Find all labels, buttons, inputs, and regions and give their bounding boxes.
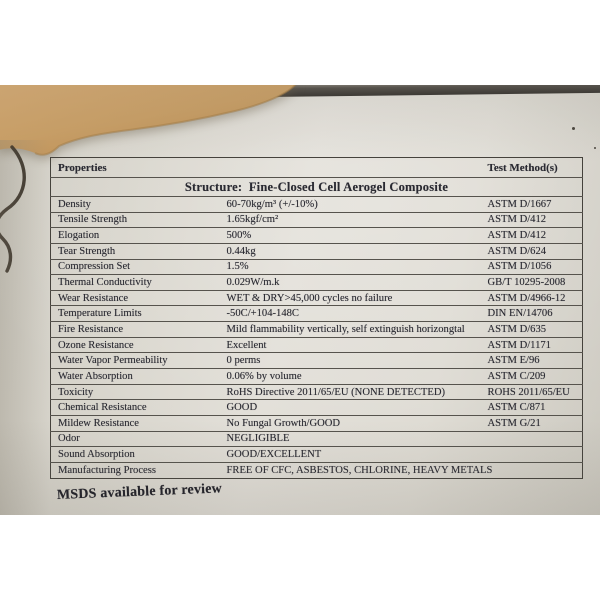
test-method-header: Test Method(s) (487, 161, 558, 174)
value-cell: 0 perms (220, 352, 481, 369)
property-cell: Wear Resistance (50, 289, 221, 306)
dust-speck (572, 127, 575, 130)
desk-edge (247, 85, 600, 98)
table-row: Water Absorption 0.06% by volume ASTM C/20… (50, 368, 583, 385)
method-cell: ASTM D/635 (480, 321, 583, 338)
table-row: Thermal Conductivity 0.029W/m.k GB/T 10295… (50, 274, 583, 291)
method-cell: ASTM D/1056 (480, 258, 583, 275)
value-cell: 1.65kgf/cm² (220, 211, 481, 228)
method-cell: GB/T 10295-2008 (480, 274, 583, 291)
properties-header: Properties (58, 161, 107, 174)
value-cell: GOOD/EXCELLENT (220, 446, 481, 463)
dust-speck (594, 147, 596, 149)
property-cell: Compression Set (50, 258, 221, 275)
structure-title-row: Structure: Fine-Closed Cell Aerogel Comp… (50, 177, 583, 197)
method-cell: ASTM D/1171 (480, 336, 583, 353)
table-row: Compression Set 1.5% ASTM D/1056 (50, 258, 583, 275)
method-cell: ROHS 2011/65/EU (480, 383, 583, 400)
method-cell: ASTM E/96 (480, 352, 583, 369)
property-cell: Water Vapor Permeability (50, 352, 221, 369)
table-row: Fire Resistance Mild flammability vertica… (50, 321, 583, 338)
property-cell: Chemical Resistance (50, 399, 221, 416)
structure-title: Structure: Fine-Closed Cell Aerogel Comp… (50, 177, 583, 197)
table-row: Tensile Strength 1.65kgf/cm² ASTM D/412 (50, 211, 583, 228)
property-cell: Water Absorption (50, 368, 221, 385)
table-row: Odor NEGLIGIBLE (50, 430, 583, 447)
value-cell: -50C/+104-148C (220, 305, 481, 322)
value-cell: FREE OF CFC, ASBESTOS, CHLORINE, HEAVY M… (220, 461, 492, 479)
table-row: Density 60-70kg/m³ (+/-10%) ASTM D/1667 (50, 196, 583, 213)
property-cell: Manufacturing Process (50, 461, 221, 479)
photo-of-spec-sheet: Properties Test Method(s) Structure: Fin… (0, 85, 600, 515)
method-cell: ASTM C/209 (480, 368, 583, 385)
method-cell: DIN EN/14706 (480, 305, 583, 322)
property-cell: Tensile Strength (50, 211, 221, 228)
table-row: Wear Resistance WET & DRY>45,000 cycles n… (50, 289, 583, 306)
table-header-row: Properties Test Method(s) (51, 158, 583, 178)
property-cell: Elogation (50, 227, 221, 244)
method-cell: ASTM D/412 (480, 227, 583, 244)
table-row: Elogation 500% ASTM D/412 (50, 227, 583, 244)
value-cell: 0.06% by volume (220, 368, 481, 385)
wire-mark (0, 145, 26, 273)
foam-object (0, 85, 297, 156)
value-cell: 60-70kg/m³ (+/-10%) (220, 196, 481, 213)
header-spacer (221, 158, 481, 178)
property-cell: Toxicity (50, 383, 221, 400)
properties-table: Properties Test Method(s) Structure: Fin… (50, 157, 583, 479)
table-body: Density 60-70kg/m³ (+/-10%) ASTM D/1667 Ten… (50, 196, 583, 479)
property-cell: Sound Absorption (50, 446, 221, 463)
method-cell: ASTM D/4966-12 (480, 289, 583, 306)
method-cell: ASTM D/1667 (480, 196, 583, 213)
method-cell: ASTM D/412 (480, 211, 583, 228)
property-cell: Fire Resistance (50, 321, 221, 338)
method-cell (480, 446, 583, 463)
table-row: Tear Strength 0.44kg ASTM D/624 (50, 242, 583, 260)
method-cell (480, 430, 583, 447)
value-cell: RoHS Directive 2011/65/EU (NONE DETECTED… (220, 383, 481, 400)
value-cell: WET & DRY>45,000 cycles no failure (220, 289, 481, 306)
table-row: Temperature Limits -50C/+104-148C DIN EN/1… (50, 305, 583, 322)
value-cell: No Fungal Growth/GOOD (220, 414, 481, 432)
table-row: Ozone Resistance Excellent ASTM D/1171 (50, 336, 583, 353)
method-cell: ASTM G/21 (480, 414, 583, 432)
table-row: Sound Absorption GOOD/EXCELLENT (50, 446, 583, 463)
table-row: Chemical Resistance GOOD ASTM C/871 (50, 399, 583, 416)
property-cell: Density (50, 196, 221, 213)
value-cell: 500% (220, 227, 481, 244)
value-cell: 1.5% (220, 258, 481, 275)
property-cell: Mildew Resistance (50, 414, 221, 432)
property-cell: Thermal Conductivity (50, 274, 221, 291)
method-cell: ASTM D/624 (480, 242, 583, 260)
value-cell: 0.44kg (220, 242, 481, 260)
msds-note: MSDS available for review (56, 481, 223, 503)
property-cell: Ozone Resistance (50, 336, 221, 353)
paper-edge-shadow (0, 140, 50, 515)
method-cell: ASTM C/871 (480, 399, 583, 416)
table-row: Mildew Resistance No Fungal Growth/GOOD AS… (50, 414, 583, 432)
method-cell (480, 461, 583, 479)
table-row: Toxicity RoHS Directive 2011/65/EU (NONE … (50, 383, 583, 400)
table-row: Manufacturing Process FREE OF CFC, ASBEST… (50, 461, 583, 479)
value-cell: Mild flammability vertically, self extin… (220, 321, 481, 338)
property-cell: Tear Strength (50, 242, 221, 260)
value-cell: Excellent (220, 336, 481, 353)
property-cell: Temperature Limits (50, 305, 221, 322)
value-cell: NEGLIGIBLE (220, 430, 481, 447)
table-row: Water Vapor Permeability 0 perms ASTM E/96 (50, 352, 583, 369)
value-cell: 0.029W/m.k (220, 274, 481, 291)
value-cell: GOOD (220, 399, 481, 416)
property-cell: Odor (50, 430, 221, 447)
